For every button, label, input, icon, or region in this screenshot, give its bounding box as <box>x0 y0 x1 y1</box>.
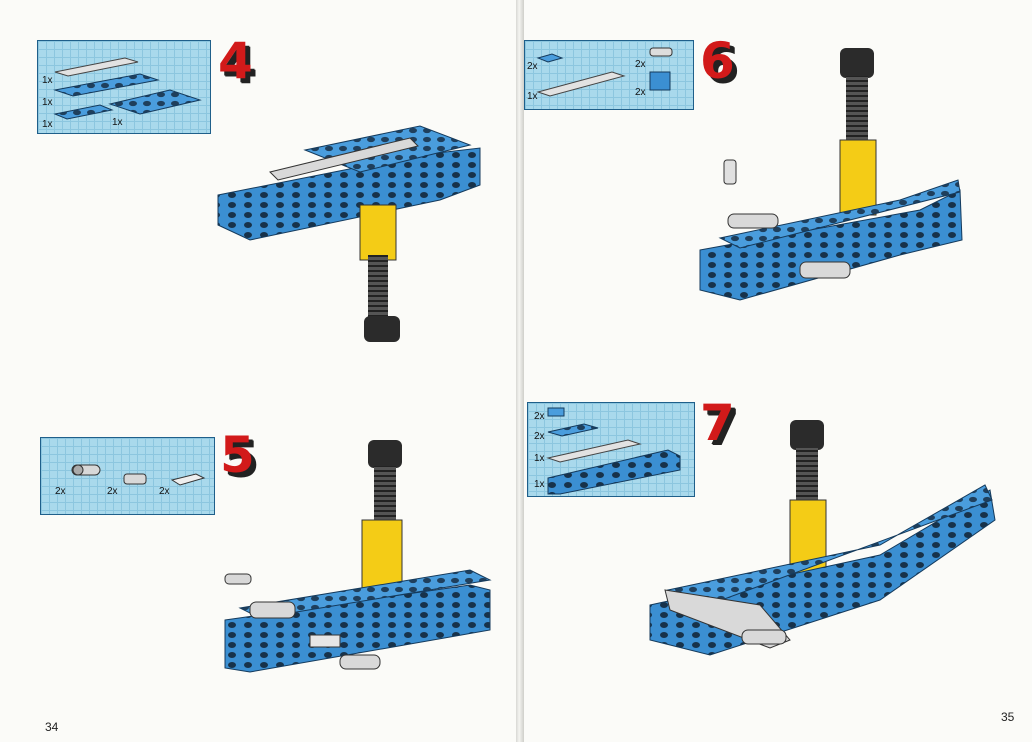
step4-part1-qty: 1x <box>42 75 53 86</box>
step5-part1-qty: 2x <box>55 486 66 497</box>
step7-part-icons <box>546 407 681 495</box>
step7-part4-qty: 1x <box>534 479 545 490</box>
step5-part-icons <box>71 464 206 486</box>
step6-part1-qty: 2x <box>527 61 538 72</box>
page-number-right: 35 <box>1001 710 1015 724</box>
step6-number: 6 <box>700 32 735 90</box>
step4-part-icons <box>53 57 202 120</box>
step4-part3-qty: 1x <box>42 119 53 130</box>
step7-part3-qty: 1x <box>534 453 545 464</box>
step7-number: 7 <box>700 394 735 452</box>
step7-part1-qty: 2x <box>534 411 545 422</box>
page-number-left: 34 <box>45 720 59 734</box>
step5-part2-qty: 2x <box>107 486 118 497</box>
step6-part4-qty: 2x <box>635 87 646 98</box>
step7-part2-qty: 2x <box>534 431 545 442</box>
step6-part3-qty: 1x <box>527 91 538 102</box>
step4-part2-qty: 1x <box>42 97 53 108</box>
step7-assembly <box>649 420 996 656</box>
step4-assembly <box>217 125 481 342</box>
step6-assembly <box>699 48 963 301</box>
step4-part4-qty: 1x <box>112 117 123 128</box>
step4-number: 4 <box>218 32 253 90</box>
step6-part2-qty: 2x <box>635 59 646 70</box>
step6-part-icons <box>536 47 673 97</box>
book-gutter <box>516 0 524 742</box>
step5-part3-qty: 2x <box>159 486 170 497</box>
step5-parts-box: 2x 2x 2x <box>40 437 215 515</box>
step5-assembly <box>224 440 492 673</box>
step5-number: 5 <box>220 426 255 484</box>
